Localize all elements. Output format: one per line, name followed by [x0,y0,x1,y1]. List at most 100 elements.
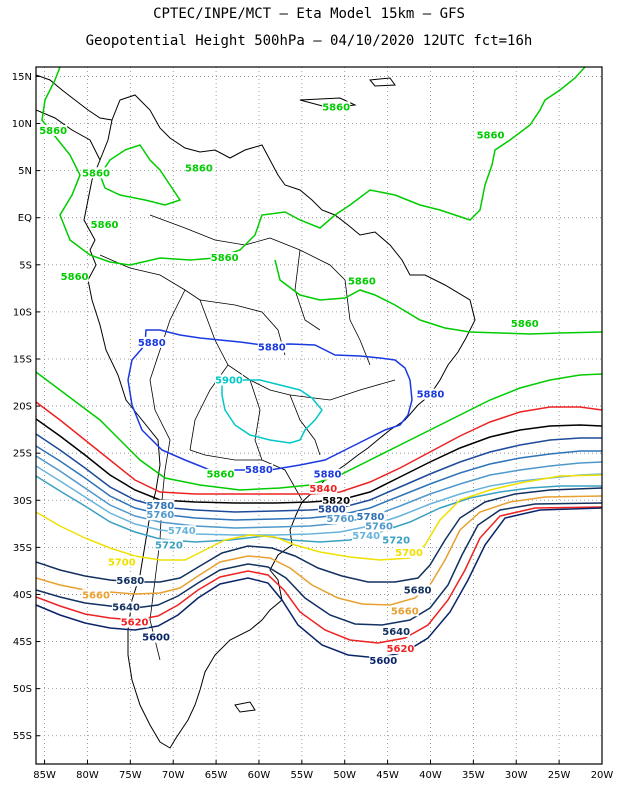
lon-tick-label: 70W [162,770,185,781]
caribbean-island [299,97,357,109]
contour-label-5900: 5900 [215,376,243,387]
contour-label-5600: 5600 [142,633,170,644]
contour-5720 [36,475,602,543]
contour-label-background [60,270,89,282]
contour-5880 [127,329,413,471]
contour-label-background [386,642,415,654]
contour-label-5700: 5700 [395,548,423,559]
contour-label-5760: 5760 [146,510,174,521]
lon-tick-label: 30W [505,770,528,781]
contour-label-5620: 5620 [121,618,149,629]
contour-5860-east [274,259,602,335]
contour-label-background [107,556,136,568]
longitude-tick-labels: 85W 80W 75W 70W 65W 60W 55W 50W 45W 40W 35W 30W 25W 2… [33,770,613,781]
contour-labels: 5860 5860 5860 5860 5860 5860 5860 5860 5860 5860… [39,101,539,667]
contour-label-5860: 5860 [511,319,539,330]
contour-label-5760: 5760 [365,522,393,533]
contour-label-background [365,520,394,532]
lat-tick-label: 15S [13,354,32,365]
contour-label-background [137,336,166,348]
lat-tick-label: 25S [13,449,32,460]
contour-label-5640: 5640 [382,627,410,638]
contour-label-background [210,252,239,264]
map-title-line-1: CPTEC/INPE/MCT – Eta Model 15km – GFS [153,6,465,22]
contour-5660 [36,495,602,606]
lon-tick-label: 55W [291,770,314,781]
contour-label-background [90,219,119,231]
contour-label-5860: 5860 [211,253,239,264]
central-america-coast [36,74,113,121]
contour-label-background [142,631,171,643]
contour-label-5660: 5660 [391,606,419,617]
contour-label-background [476,129,505,141]
contour-label-5660: 5660 [82,590,110,601]
contour-label-5820: 5820 [322,496,350,507]
contour-label-background [154,539,183,551]
lon-tick-label: 20W [591,770,614,781]
contour-label-5880: 5880 [417,390,445,401]
contour-label-background [347,275,376,287]
contour-label-background [390,605,419,617]
lat-tick-label: 5S [19,260,32,271]
contour-label-5740: 5740 [352,531,380,542]
contour-label-background [416,388,445,400]
contour-label-5720: 5720 [155,540,183,551]
contour-label-5760: 5760 [327,514,355,525]
contour-label-5860: 5860 [206,470,234,481]
contour-label-background [313,468,342,480]
contour-label-background [356,511,385,523]
contour-label-5880: 5880 [258,343,286,354]
lon-tick-label: 35W [462,770,485,781]
contour-5700 [36,474,602,561]
contour-label-5800: 5800 [318,505,346,516]
contour-label-background [116,575,145,587]
contour-5600 [36,507,602,659]
lat-tick-label: 45S [13,637,32,648]
contour-label-5740: 5740 [168,526,196,537]
caribbean-island-2 [369,77,396,87]
contour-label-background [369,655,398,667]
contour-label-5860: 5860 [82,168,110,179]
contour-label-5860: 5860 [61,272,89,283]
contour-5760 [36,455,602,529]
lat-tick-label: 5N [18,166,32,177]
coastline-and-borders [36,74,476,749]
lat-tick-label: 15N [12,72,32,83]
contour-label-background [395,546,424,558]
contour-label-background [510,318,539,330]
lon-tick-label: 40W [419,770,442,781]
contour-label-background [146,499,175,511]
contour-label-5700: 5700 [108,557,136,568]
contour-label-5880: 5880 [245,465,273,476]
contour-label-background [322,495,351,507]
contour-label-5860: 5860 [91,220,119,231]
contour-5780 [36,445,602,521]
lon-tick-label: 60W [248,770,271,781]
contour-label-background [322,101,351,113]
map-title-line-2: Geopotential Height 500hPa – 04/10/2020 … [85,33,533,49]
contour-label-background [146,509,175,521]
contour-label-5720: 5720 [382,536,410,547]
contour-label-background [120,616,149,628]
lat-tick-label: 50S [13,684,32,695]
contour-label-background [39,124,68,136]
lat-tick-label: 10S [13,307,32,318]
contour-5740 [36,465,602,536]
contour-label-5860: 5860 [322,102,350,113]
contour-label-background [184,162,213,174]
map-frame [35,66,603,765]
contour-label-background [403,584,432,596]
contour-5860-north [41,67,586,266]
lon-tick-label: 25W [548,770,571,781]
contour-label-background [167,525,196,537]
contour-label-background [382,626,411,638]
contour-label-5640: 5640 [112,603,140,614]
contour-label-5860: 5860 [348,277,376,288]
contour-label-background [257,341,286,353]
contour-label-background [214,374,243,386]
contour-label-5680: 5680 [404,586,432,597]
lat-tick-label: EQ [18,213,32,224]
lat-tick-label: 55S [13,731,32,742]
contour-label-5680: 5680 [116,576,144,587]
